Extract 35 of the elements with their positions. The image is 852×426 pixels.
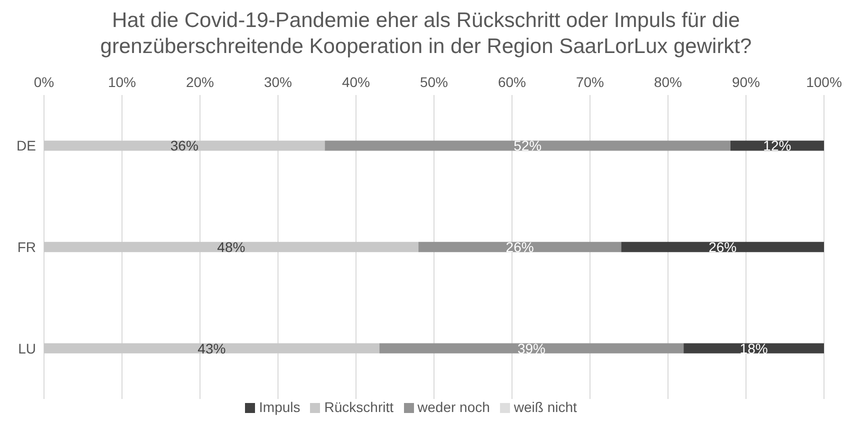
x-tick-label: 40% — [342, 74, 370, 90]
data-label: 48% — [217, 239, 246, 255]
data-label: 39% — [517, 340, 546, 356]
data-label: 26% — [708, 239, 737, 255]
data-label: 52% — [514, 138, 542, 154]
y-tick-label: DE — [16, 138, 36, 154]
x-tick-label: 30% — [264, 74, 292, 90]
data-label: 43% — [198, 340, 226, 356]
bar — [44, 140, 325, 151]
x-tick-label: 50% — [420, 74, 448, 90]
data-label: 36% — [170, 138, 198, 154]
x-tick-label: 90% — [732, 74, 760, 90]
bar — [379, 343, 684, 354]
legend-label: weder noch — [418, 399, 490, 415]
data-label: 12% — [763, 138, 792, 154]
x-tick-label: 60% — [498, 74, 526, 90]
y-tick-label: LU — [18, 340, 36, 356]
y-tick-label: FR — [17, 238, 36, 255]
data-label: 26% — [506, 239, 534, 255]
x-tick-label: 0% — [34, 74, 54, 90]
legend-label: Rückschritt — [324, 399, 394, 415]
x-tick-label: 20% — [186, 74, 214, 90]
bar — [621, 242, 824, 252]
bar — [418, 242, 622, 252]
chart-title: Hat die Covid-19-Pandemie eher als Rückschritt oder Impuls für die grenzüberschreitende Kooperation in der Region SaarLorLux gewirkt? — [99, 8, 753, 60]
bar — [324, 140, 730, 151]
bar — [44, 343, 380, 354]
legend-label: Impuls — [259, 399, 300, 415]
legend-label: weiß nicht — [514, 399, 577, 415]
x-tick-label: 80% — [654, 74, 682, 90]
bar — [44, 242, 418, 252]
x-tick-label: 10% — [108, 74, 136, 90]
data-label: 18% — [740, 340, 768, 356]
x-tick-label: 70% — [576, 74, 604, 90]
x-tick-label: 100% — [806, 74, 842, 90]
